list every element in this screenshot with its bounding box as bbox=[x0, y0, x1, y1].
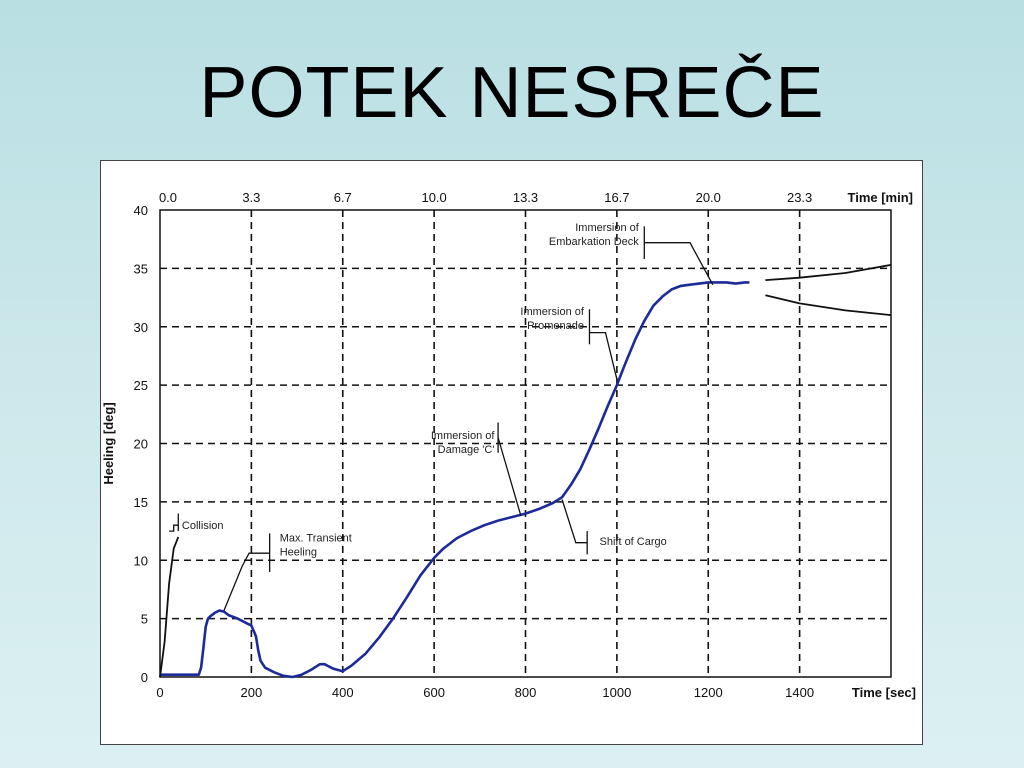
annotation-leader bbox=[589, 331, 618, 380]
x2-tick-label: 0.0 bbox=[159, 190, 177, 205]
y-tick-label: 5 bbox=[141, 612, 148, 627]
annotation-label: Heeling bbox=[280, 547, 317, 559]
y-tick-label: 20 bbox=[134, 437, 148, 452]
x-tick-label: 1400 bbox=[785, 685, 814, 700]
x2-axis-title: Time [min] bbox=[848, 190, 914, 205]
y-axis-title: Heeling [deg] bbox=[101, 402, 116, 484]
y-tick-label: 15 bbox=[134, 495, 148, 510]
heeling-curve bbox=[160, 281, 750, 679]
annotation-label: Embarkation Deck bbox=[549, 236, 639, 248]
annotation-label: Collision bbox=[182, 520, 224, 532]
x2-tick-label: 23.3 bbox=[787, 190, 812, 205]
aux-curve bbox=[159, 536, 180, 678]
plot-border bbox=[159, 209, 892, 678]
x2-tick-label: 10.0 bbox=[421, 190, 446, 205]
heeling-chart: 0 200 400 600 800 1000 1200 1400 Time [sec]0.0 3.… bbox=[101, 190, 916, 700]
x2-tick-label: 6.7 bbox=[334, 190, 352, 205]
x-tick-label: 1000 bbox=[602, 685, 631, 700]
x-tick-label: 600 bbox=[423, 685, 445, 700]
x-tick-label: 0 bbox=[156, 685, 163, 700]
annotation-label: Immersion of bbox=[520, 306, 585, 318]
annotation-leader bbox=[169, 524, 179, 532]
x-tick-label: 200 bbox=[241, 685, 263, 700]
x2-tick-label: 13.3 bbox=[513, 190, 538, 205]
x2-tick-label: 3.3 bbox=[242, 190, 260, 205]
x-axis-title: Time [sec] bbox=[852, 685, 916, 700]
annotation-leader bbox=[561, 499, 588, 544]
y-tick-label: 35 bbox=[134, 261, 148, 276]
y-tick-label: 25 bbox=[134, 378, 148, 393]
x-tick-label: 800 bbox=[515, 685, 537, 700]
annotation-leader bbox=[644, 242, 714, 286]
annotation-label: Shift of Cargo bbox=[600, 536, 667, 548]
annotation-leader bbox=[223, 552, 270, 611]
chart-frame: 0 200 400 600 800 1000 1200 1400 Time [sec] 0.0 3.… bbox=[100, 160, 923, 745]
annotation-label: Immersion of bbox=[575, 222, 640, 234]
aux-curve bbox=[765, 294, 892, 316]
annotation-leader bbox=[497, 437, 522, 517]
y-tick-label: 0 bbox=[141, 670, 148, 685]
x2-tick-label: 20.0 bbox=[696, 190, 721, 205]
annotation-label: Damage 'C' bbox=[438, 444, 495, 456]
x-tick-label: 1200 bbox=[694, 685, 723, 700]
y-tick-label: 10 bbox=[134, 553, 148, 568]
x2-tick-label: 16.7 bbox=[604, 190, 629, 205]
x-tick-label: 400 bbox=[332, 685, 354, 700]
annotation-label: Immersion of bbox=[431, 430, 496, 442]
y-tick-label: 30 bbox=[134, 320, 148, 335]
aux-curve bbox=[765, 264, 892, 281]
slide-title: POTEK NESREČE bbox=[199, 53, 825, 133]
y-tick-label: 40 bbox=[134, 203, 148, 218]
annotation-label: Promenade bbox=[527, 320, 584, 332]
annotation-label: Max. Transient bbox=[280, 533, 352, 545]
